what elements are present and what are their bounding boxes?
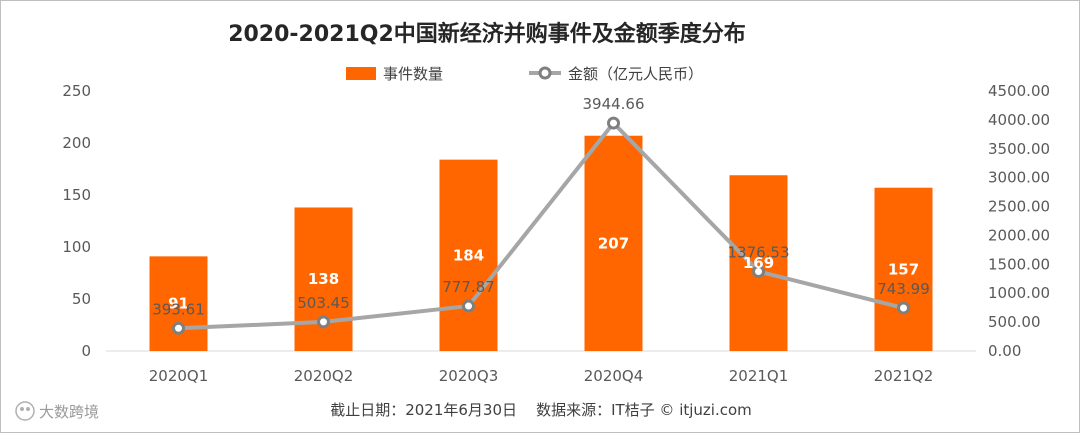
y-right-tick-label: 3000.00 — [988, 169, 1050, 187]
y-left-tick-label: 250 — [62, 82, 91, 100]
legend-line-label: 金额（亿元人民币） — [568, 65, 703, 83]
line-data-label: 1376.53 — [727, 243, 789, 261]
bar — [149, 256, 208, 351]
bar — [874, 187, 933, 351]
bar — [729, 175, 788, 351]
legend-bar-swatch — [346, 67, 376, 80]
y-right-tick-label: 0.00 — [988, 342, 1021, 360]
x-tick-label: 2020Q1 — [149, 367, 209, 385]
bar-data-label: 169 — [743, 254, 774, 272]
line-data-label: 503.45 — [297, 294, 350, 312]
chart-title: 2020-2021Q2中国新经济并购事件及金额季度分布 — [228, 21, 746, 47]
y-right-tick-label: 3500.00 — [988, 140, 1050, 158]
amount-line — [178, 121, 904, 331]
line-point — [752, 264, 765, 278]
y-left-tick-label: 0 — [81, 342, 91, 360]
watermark-icon — [15, 401, 35, 421]
x-tick-label: 2020Q2 — [294, 367, 354, 385]
source-note: 截止日期：2021年6月30日 数据来源：IT桔子 © itjuzi.com — [330, 401, 752, 419]
y-left-tick-label: 100 — [62, 238, 91, 256]
legend-bar-label: 事件数量 — [383, 65, 443, 83]
watermark-logo: 大数跨境 — [15, 401, 99, 421]
y-right-tick-label: 4000.00 — [988, 111, 1050, 129]
bar — [584, 135, 643, 351]
y-right-tick-label: 1500.00 — [988, 255, 1050, 273]
line-point — [897, 301, 910, 315]
x-tick-label: 2020Q3 — [439, 367, 499, 385]
line-data-label: 393.61 — [152, 300, 205, 318]
line-data-label: 3944.66 — [582, 95, 644, 113]
legend-line-marker — [538, 66, 552, 80]
bar-data-label: 207 — [598, 234, 629, 252]
line-point — [317, 315, 330, 329]
line-point — [172, 321, 185, 335]
line-point — [462, 299, 475, 313]
line-point — [607, 116, 620, 130]
bar-data-label: 138 — [308, 270, 339, 288]
x-tick-label: 2021Q1 — [729, 367, 789, 385]
y-left-tick-label: 150 — [62, 186, 91, 204]
y-left-tick-label: 200 — [62, 134, 91, 152]
y-right-tick-label: 2000.00 — [988, 226, 1050, 244]
x-tick-label: 2020Q4 — [584, 367, 644, 385]
y-right-tick-label: 4500.00 — [988, 82, 1050, 100]
y-right-tick-label: 500.00 — [988, 313, 1041, 331]
bar-data-label: 91 — [168, 295, 189, 313]
bar — [439, 159, 498, 351]
bar-data-label: 157 — [888, 260, 919, 278]
y-left-tick-label: 50 — [72, 290, 91, 308]
line-data-label: 743.99 — [877, 280, 930, 298]
bar-data-label: 184 — [453, 246, 484, 264]
y-right-tick-label: 1000.00 — [988, 284, 1050, 302]
x-tick-label: 2021Q2 — [874, 367, 934, 385]
watermark-text: 大数跨境 — [39, 403, 99, 421]
y-right-tick-label: 2500.00 — [988, 198, 1050, 216]
line-data-label: 777.87 — [442, 278, 495, 296]
